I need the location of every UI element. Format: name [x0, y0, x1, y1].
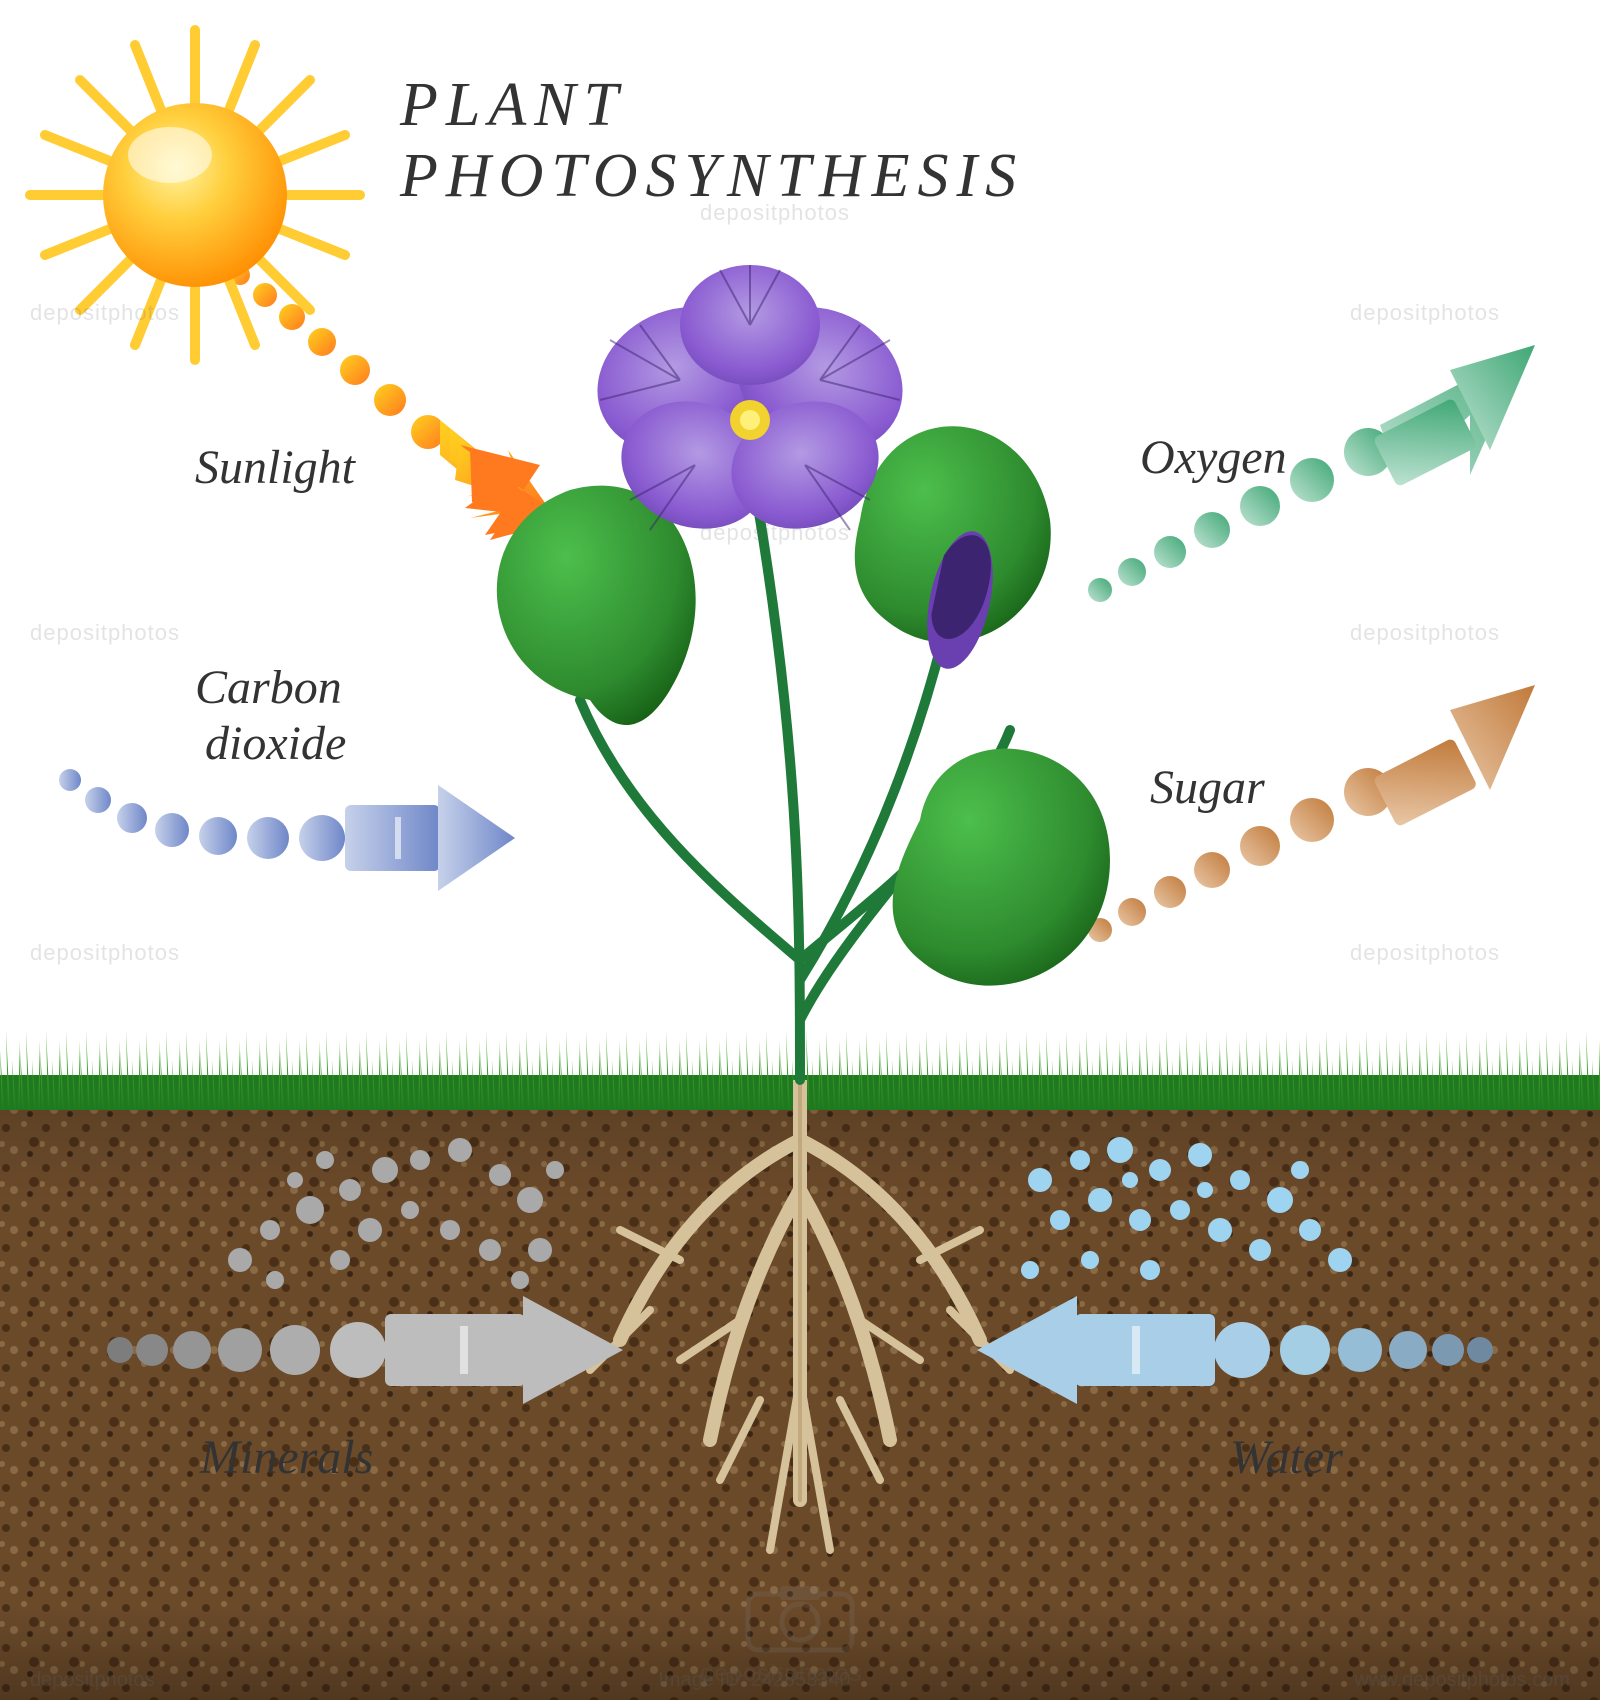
sun-icon	[20, 20, 370, 370]
label-carbon: Carbon	[195, 660, 342, 715]
leaf-bottom-right	[893, 749, 1110, 986]
roots-icon	[560, 1080, 1040, 1580]
minerals-arrow	[100, 1290, 630, 1410]
water-arrow	[970, 1290, 1500, 1410]
label-dioxide: dioxide	[205, 716, 346, 771]
label-minerals: Minerals	[200, 1430, 373, 1485]
label-sugar: Sugar	[1150, 760, 1265, 815]
diagram-canvas: PLANT PHOTOSYNTHESIS Sunlight Carbon dio…	[0, 0, 1600, 1700]
watermark-footer-right: www.depositphotos.com	[1354, 1669, 1570, 1692]
plant-icon	[450, 260, 1150, 1100]
watermark-footer-center: Image ID: 242853340	[658, 1669, 850, 1692]
watermark-logo-icon	[730, 1580, 870, 1660]
label-water: Water	[1230, 1430, 1343, 1485]
watermark-footer-left: depositphotos	[30, 1669, 155, 1692]
watermark-tile: depositphotos	[1350, 620, 1500, 646]
label-sunlight: Sunlight	[195, 440, 355, 495]
page-title: PLANT PHOTOSYNTHESIS	[400, 70, 1200, 212]
watermark-footer: depositphotos Image ID: 242853340 www.de…	[0, 1669, 1600, 1692]
watermark-tile: depositphotos	[30, 620, 180, 646]
leaf-left	[497, 486, 696, 725]
watermark-tile: depositphotos	[30, 940, 180, 966]
label-oxygen: Oxygen	[1140, 430, 1287, 485]
